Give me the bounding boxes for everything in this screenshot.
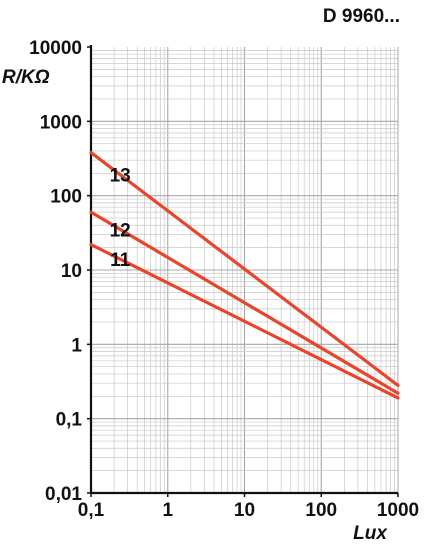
x-tick-label: 1 (162, 500, 173, 521)
series-label-13: 13 (110, 166, 131, 187)
series-label-11: 11 (110, 250, 131, 271)
chart-title: D 9960... (323, 6, 400, 27)
y-tick-label: 0,1 (56, 410, 83, 431)
x-tick-label: 10 (234, 500, 255, 521)
x-tick-label: 100 (305, 500, 337, 521)
series-line-12 (89, 210, 400, 395)
series-line-11 (89, 242, 400, 400)
series-lines (89, 150, 400, 400)
y-tick-label: 1 (71, 335, 82, 356)
labels: D 9960... R/KΩ Lux 1000010001001010,10,0… (2, 6, 419, 544)
y-tick-label: 10 (61, 261, 82, 282)
x-axis-label: Lux (353, 523, 388, 544)
y-axis-label: R/KΩ (2, 67, 50, 88)
series-label-12: 12 (110, 220, 131, 241)
y-tick-label: 100 (50, 187, 82, 208)
axes (87, 45, 399, 497)
x-tick-label: 0,1 (78, 500, 105, 521)
x-tick-label: 1000 (377, 500, 419, 521)
y-tick-label: 10000 (29, 38, 82, 59)
y-tick-label: 0,01 (45, 484, 82, 505)
series-line-13 (89, 150, 400, 388)
y-tick-label: 1000 (40, 112, 82, 133)
grid (90, 47, 399, 494)
